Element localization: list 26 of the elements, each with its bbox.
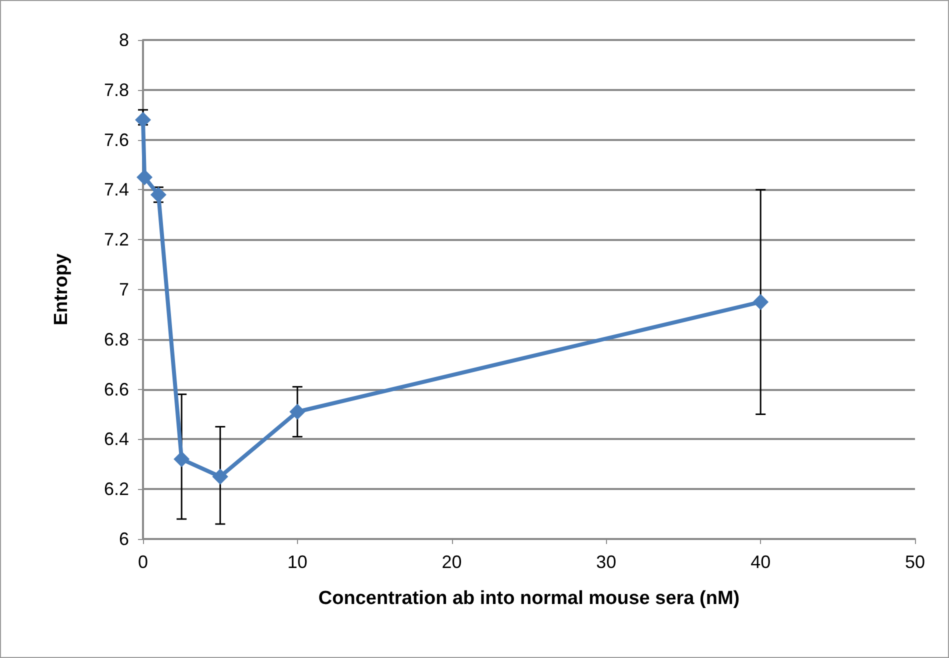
x-tick-label: 0 (138, 552, 148, 572)
y-tick-label: 6 (118, 529, 129, 549)
point (752, 294, 769, 310)
y-tick-label: 7.4 (104, 180, 129, 200)
x-tick-label: 20 (442, 552, 462, 572)
x-axis-title: Concentration ab into normal mouse sera (nM) (318, 588, 740, 609)
x-tick-label: 10 (287, 552, 308, 572)
point (136, 169, 153, 186)
point (212, 468, 228, 485)
point (150, 186, 166, 203)
point (135, 112, 151, 128)
y-tick-label: 7.2 (104, 230, 129, 250)
point (174, 451, 190, 468)
y-tick-label: 6.8 (104, 329, 129, 350)
y-tick-label: 7 (118, 280, 129, 300)
y-tick-label: 6.6 (104, 379, 129, 400)
y-tick-label: 6.4 (104, 429, 129, 450)
y-tick-label: 7.6 (104, 130, 129, 150)
point (289, 404, 306, 420)
y-axis-title: Entropy (51, 253, 72, 326)
x-tick-label: 30 (596, 552, 616, 572)
x-tick-label: 50 (904, 552, 926, 572)
y-tick-label: 7.8 (104, 80, 129, 100)
x-tick-label: 40 (750, 552, 771, 572)
y-tick-label: 6.2 (104, 479, 129, 500)
y-tick-label: 8 (118, 30, 129, 50)
